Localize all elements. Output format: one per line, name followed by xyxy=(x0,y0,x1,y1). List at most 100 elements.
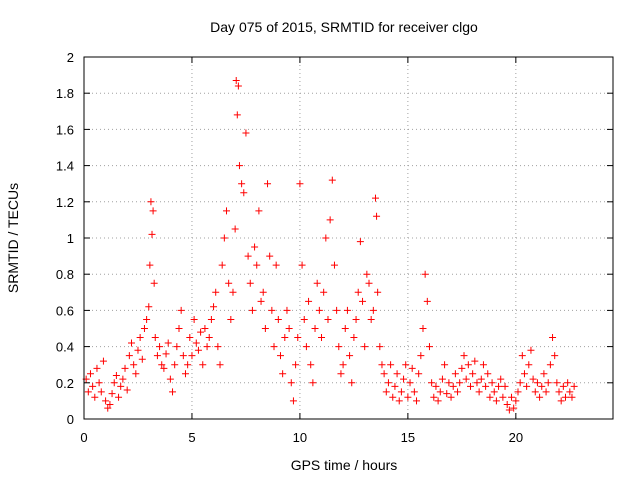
data-point xyxy=(104,404,112,412)
data-point xyxy=(175,325,183,332)
data-point xyxy=(393,370,401,378)
data-point xyxy=(456,379,464,387)
x-tick-label: 5 xyxy=(188,430,195,445)
data-point xyxy=(434,397,442,405)
data-point xyxy=(197,328,205,336)
data-point xyxy=(531,388,539,396)
data-point xyxy=(339,361,347,369)
data-point xyxy=(417,352,425,360)
x-tick-label: 20 xyxy=(509,430,523,445)
data-point xyxy=(279,370,287,378)
data-point xyxy=(169,388,177,396)
data-point xyxy=(132,370,140,378)
data-point xyxy=(365,279,373,287)
data-point xyxy=(546,361,554,369)
data-point xyxy=(171,361,179,369)
data-point xyxy=(232,77,240,85)
data-point xyxy=(443,390,451,398)
data-point xyxy=(449,382,457,390)
data-point xyxy=(201,325,209,332)
data-point xyxy=(406,379,414,387)
data-point xyxy=(106,401,114,409)
data-point xyxy=(128,339,136,347)
data-point xyxy=(538,382,546,390)
data-point xyxy=(458,364,466,372)
data-point xyxy=(395,397,403,405)
data-point xyxy=(158,361,166,369)
data-point xyxy=(512,397,520,405)
data-point xyxy=(369,306,377,314)
data-point xyxy=(482,382,490,390)
data-point xyxy=(140,325,148,332)
data-point xyxy=(387,361,395,369)
data-point xyxy=(110,379,118,387)
data-point xyxy=(352,315,360,323)
data-point xyxy=(99,357,107,365)
data-point xyxy=(475,388,483,396)
data-point xyxy=(333,306,341,314)
data-point xyxy=(156,343,164,351)
data-point xyxy=(307,361,315,369)
data-point xyxy=(302,343,310,351)
data-point xyxy=(134,346,142,354)
data-point xyxy=(207,315,215,323)
data-point xyxy=(525,361,533,369)
data-point xyxy=(436,388,444,396)
data-point xyxy=(466,382,474,390)
data-point xyxy=(371,194,379,202)
data-point xyxy=(421,270,429,278)
data-point xyxy=(253,261,261,269)
data-point xyxy=(214,343,222,351)
data-point xyxy=(359,297,367,305)
data-point xyxy=(184,361,192,369)
chart-title: Day 075 of 2015, SRMTID for receiver clg… xyxy=(210,19,478,35)
data-point xyxy=(568,393,576,401)
data-point xyxy=(540,370,548,378)
data-point xyxy=(322,234,330,242)
data-point xyxy=(397,388,405,396)
data-point xyxy=(173,343,181,351)
data-point xyxy=(130,361,138,369)
data-point xyxy=(529,375,537,383)
data-point xyxy=(460,352,468,360)
data-point xyxy=(89,382,97,390)
data-point xyxy=(408,364,416,372)
data-point xyxy=(499,393,507,401)
data-point xyxy=(438,375,446,383)
data-point xyxy=(283,306,291,314)
data-point xyxy=(570,382,578,390)
data-point xyxy=(261,325,269,332)
data-point xyxy=(404,393,412,401)
data-point xyxy=(227,315,235,323)
data-point xyxy=(335,343,343,351)
data-point xyxy=(402,361,410,369)
data-point xyxy=(220,234,228,242)
data-point xyxy=(536,393,544,401)
data-point xyxy=(464,361,472,369)
data-point xyxy=(350,334,358,342)
data-point xyxy=(356,238,364,246)
data-points xyxy=(82,77,578,414)
data-point xyxy=(274,315,282,323)
data-point xyxy=(564,379,572,387)
data-point xyxy=(315,306,323,314)
data-point xyxy=(218,261,226,269)
data-point xyxy=(121,364,129,372)
data-point xyxy=(145,303,153,311)
data-point xyxy=(367,315,375,323)
data-point xyxy=(373,212,381,220)
y-tick-label: 0.6 xyxy=(56,303,74,318)
data-point xyxy=(378,361,386,369)
data-point xyxy=(194,346,202,354)
data-point xyxy=(473,379,481,387)
data-point xyxy=(188,352,196,360)
data-point xyxy=(415,370,423,378)
data-point xyxy=(108,390,116,398)
data-point xyxy=(179,352,187,360)
data-point xyxy=(199,361,207,369)
data-point xyxy=(330,261,338,269)
data-point xyxy=(471,357,479,365)
data-point xyxy=(229,288,237,296)
data-point xyxy=(93,364,101,372)
data-point xyxy=(391,382,399,390)
